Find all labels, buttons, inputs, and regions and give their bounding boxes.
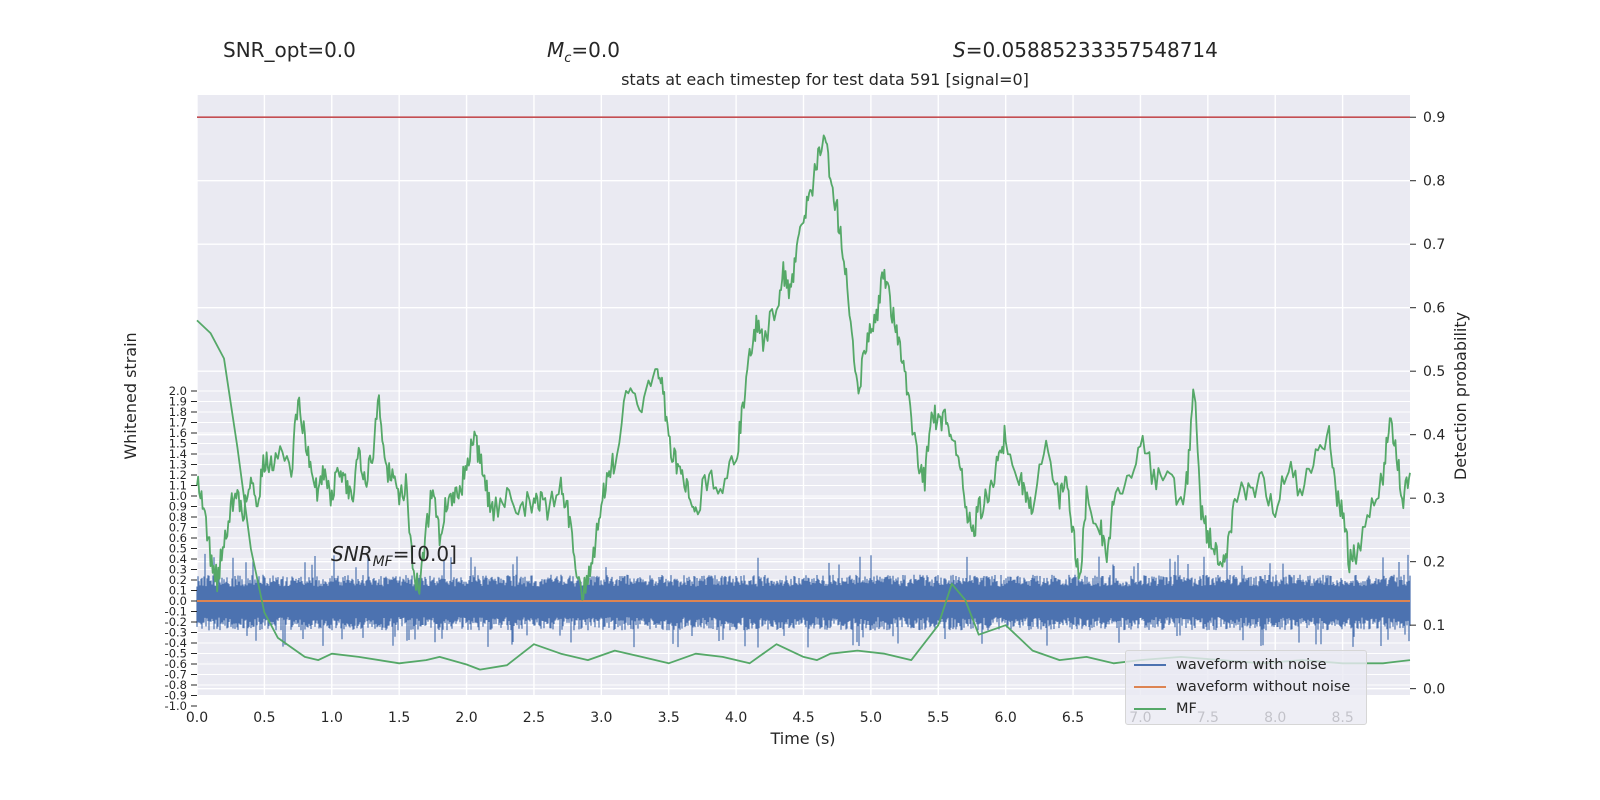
left-axis-label: Whitened strain [121, 332, 140, 459]
left-tick-label: 0.8 [169, 510, 187, 524]
chart-title: stats at each timestep for test data 591… [621, 70, 1029, 89]
left-tick-label: -0.9 [165, 689, 187, 703]
x-tick-label: 6.5 [1062, 710, 1084, 726]
detection-probability-line [196, 134, 1411, 601]
mc-subscript: c [564, 51, 572, 66]
right-tick-label: 0.1 [1423, 618, 1445, 634]
left-tick-label: -0.3 [165, 626, 187, 640]
legend-swatch-clean [1134, 686, 1166, 688]
left-tick-label: -0.8 [165, 678, 187, 692]
left-tick-label: 1.4 [169, 447, 187, 461]
legend: waveform with noise waveform without noi… [1125, 650, 1367, 725]
x-tick-label: 1.5 [388, 710, 410, 726]
x-tick-label: 5.0 [860, 710, 882, 726]
left-tick-label: 0.1 [169, 584, 187, 598]
left-tick-label: 0.3 [169, 563, 187, 577]
legend-swatch-noisy [1134, 664, 1166, 666]
x-tick-label: 0.0 [186, 710, 208, 726]
mf-line [196, 319, 1411, 671]
noise-series [196, 553, 1411, 648]
left-tick-label: -0.6 [165, 657, 187, 671]
left-tick-label: 1.5 [169, 437, 187, 451]
right-tick-label: 0.0 [1423, 682, 1445, 698]
left-tick-label: 1.6 [169, 426, 187, 440]
left-axis-ticks: 2.01.91.81.71.61.51.41.31.21.11.00.90.80… [165, 384, 197, 713]
right-tick-label: 0.3 [1423, 491, 1445, 507]
x-tick-label: 3.5 [658, 710, 680, 726]
line-series [196, 116, 1411, 671]
left-tick-label: 0.9 [169, 500, 187, 514]
left-tick-label: 1.0 [169, 489, 187, 503]
s-value: =0.05885233357548714 [965, 38, 1218, 62]
left-tick-label: 0.6 [169, 531, 187, 545]
left-tick-label: 1.3 [169, 458, 187, 472]
s-symbol: S [953, 38, 966, 62]
snr-mf-subscript: MF [373, 554, 394, 570]
legend-label-mf: MF [1176, 701, 1197, 717]
snr-mf-value: =[0.0] [393, 542, 457, 566]
legend-item-clean: waveform without noise [1134, 677, 1350, 697]
x-axis-label: Time (s) [769, 729, 835, 748]
snr-opt-text: SNR_opt=0.0 [223, 38, 356, 62]
snr-mf-annotation: SNRMF=[0.0] [331, 542, 457, 570]
s-stat-header: S=0.05885233357548714 [953, 38, 1218, 62]
right-tick-label: 0.6 [1423, 301, 1445, 317]
left-tick-label: 0.5 [169, 542, 187, 556]
left-tick-label: -0.7 [165, 668, 187, 682]
snr-mf-symbol: SNR [331, 542, 373, 566]
legend-item-mf: MF [1134, 699, 1197, 719]
left-tick-label: 1.8 [169, 405, 187, 419]
legend-swatch-mf [1134, 708, 1166, 710]
left-tick-label: -0.5 [165, 647, 187, 661]
left-tick-label: 0.7 [169, 521, 187, 535]
right-tick-label: 0.4 [1423, 428, 1445, 444]
right-axis-label: Detection probability [1451, 312, 1470, 480]
left-tick-label: 0.0 [169, 594, 187, 608]
x-tick-label: 4.5 [792, 710, 814, 726]
left-tick-label: 1.9 [169, 395, 187, 409]
left-tick-label: 1.2 [169, 468, 187, 482]
right-tick-label: 0.2 [1423, 555, 1445, 571]
left-tick-label: -0.2 [165, 615, 187, 629]
left-tick-label: 0.4 [169, 552, 187, 566]
left-tick-label: -0.1 [165, 605, 187, 619]
legend-item-noisy: waveform with noise [1134, 655, 1327, 675]
x-tick-label: 2.0 [455, 710, 477, 726]
right-tick-label: 0.7 [1423, 237, 1445, 253]
right-tick-label: 0.8 [1423, 174, 1445, 190]
left-tick-label: -1.0 [165, 699, 187, 713]
x-tick-label: 2.5 [523, 710, 545, 726]
right-axis-ticks: 0.0 0.1 0.2 0.3 0.4 0.5 0.6 0.7 0.8 0.9 [1410, 110, 1445, 698]
x-tick-label: 5.5 [927, 710, 949, 726]
right-tick-label: 0.9 [1423, 110, 1445, 126]
x-tick-label: 3.0 [590, 710, 612, 726]
left-tick-label: 2.0 [169, 384, 187, 398]
left-tick-label: 1.1 [169, 479, 187, 493]
snr-opt-header: SNR_opt=0.0 [223, 38, 356, 62]
legend-label-clean: waveform without noise [1176, 679, 1351, 695]
mc-value: =0.0 [571, 38, 620, 62]
left-tick-label: -0.4 [165, 636, 187, 650]
legend-label-noisy: waveform with noise [1176, 657, 1327, 673]
left-tick-label: 1.7 [169, 416, 187, 430]
x-tick-label: 0.5 [253, 710, 275, 726]
mc-symbol: M [547, 38, 565, 62]
x-tick-label: 4.0 [725, 710, 747, 726]
left-tick-label: 0.2 [169, 573, 187, 587]
noisy-waveform-line [196, 553, 1411, 648]
x-tick-label: 6.0 [995, 710, 1017, 726]
chirp-mass-header: Mc=0.0 [547, 38, 620, 66]
right-tick-label: 0.5 [1423, 364, 1445, 380]
x-tick-label: 1.0 [321, 710, 343, 726]
